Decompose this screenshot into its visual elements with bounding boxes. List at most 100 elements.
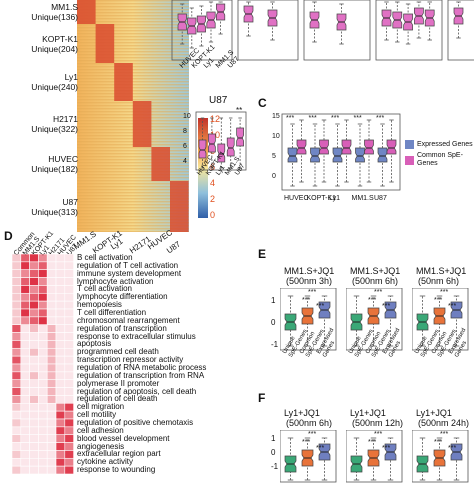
go-cell [55,363,66,373]
go-cell [38,300,48,310]
go-cell [64,269,74,278]
go-cell [46,395,57,404]
go-cell [55,426,66,436]
c-sig: *** [286,115,295,122]
go-cell [20,261,30,271]
go-cell [29,450,39,459]
go-cell [20,355,30,365]
go-cell [55,442,66,451]
go-cell [20,450,30,459]
go-cell [20,434,30,443]
go-cell [20,340,30,349]
box [236,127,244,147]
go-term-label: polymerase II promoter [77,378,160,388]
go-term-label: lymphocyte activation [77,276,154,286]
go-cell [29,426,39,436]
go-cell [12,465,22,474]
legend-item: Expressed Genes [405,140,474,149]
e-ytick: -1 [271,340,279,349]
go-cell [12,308,22,318]
go-cell [12,363,22,373]
go-cell [64,450,74,459]
go-cell [20,308,30,318]
legend-swatch [405,155,414,165]
go-cell [55,332,66,341]
go-cell [55,285,66,294]
go-term-label: B cell activation [77,253,133,262]
sig-marker: *** [308,431,317,438]
go-cell [29,410,39,420]
go-cell [29,324,39,333]
go-cell [55,316,66,326]
go-cell [12,402,22,412]
go-cell [29,465,39,474]
go-cell [38,254,48,263]
go-cell [64,457,74,467]
plot-title: Ly1+JQ1 [350,408,386,418]
c-sig: *** [331,115,340,122]
go-cell [64,316,74,326]
row-label-name: U87 [62,196,78,207]
box [208,133,216,153]
go-cell [46,457,57,467]
jq1-boxplot [280,288,337,351]
sig-marker: *** [374,289,383,296]
box [364,139,374,155]
c-xlabel: Ly1 [329,195,341,202]
heatmap-unique-cell [114,63,133,101]
e-ytick: 1 [271,296,276,305]
heatmap-unique-cell [132,101,152,147]
go-cell [55,300,66,310]
go-cell [38,371,48,381]
go-cell [38,450,48,459]
go-cell [12,316,22,326]
go-cell [20,426,30,436]
go-cell [12,371,22,381]
go-cell [38,457,48,467]
go-cell [64,340,74,349]
go-cell [29,269,39,278]
go-cell [46,363,57,373]
go-cell [64,395,74,404]
go-cell [20,324,30,333]
go-cell [46,442,57,451]
c-xlabel: HUVEC [284,195,309,202]
row-label-name: KOPT-K1 [42,33,78,44]
go-cell [20,269,30,278]
u87-sig: ** [236,106,243,115]
row-label-name: H2171 [52,114,78,124]
go-cell [12,418,22,428]
go-cell [20,371,30,381]
row-label-count: Unique(313) [31,206,78,217]
go-cell [46,410,57,420]
row-label-count: Unique(204) [31,43,78,54]
go-cell [20,410,30,420]
go-cell [12,434,22,443]
go-cell [20,457,30,467]
go-cell [38,261,48,271]
c-xlabel: U87 [374,195,387,202]
go-cell [38,410,48,420]
go-term-label: regulation of apoptosis, cell death [77,386,197,396]
go-cell [38,402,48,412]
jq1-boxplot [280,430,337,483]
go-cell [20,395,30,404]
sig-marker: *** [382,303,391,310]
box [355,147,365,163]
go-cell [29,300,39,310]
go-cell [38,269,48,278]
go-cell [55,418,66,428]
e-ytick: 0 [271,318,276,327]
go-cell [46,426,57,436]
plot-title: MM1.S+JQ1 [416,266,467,276]
go-cell [12,450,22,459]
plot-frame [237,0,299,61]
go-cell [38,285,48,294]
go-cell [46,434,57,443]
plot-frame [171,0,233,61]
go-cell [12,292,22,302]
c-ytick: 15 [272,113,280,120]
go-cell [64,254,74,263]
go-cell [64,387,74,396]
plot-title: Ly1+JQ1 [416,408,452,418]
